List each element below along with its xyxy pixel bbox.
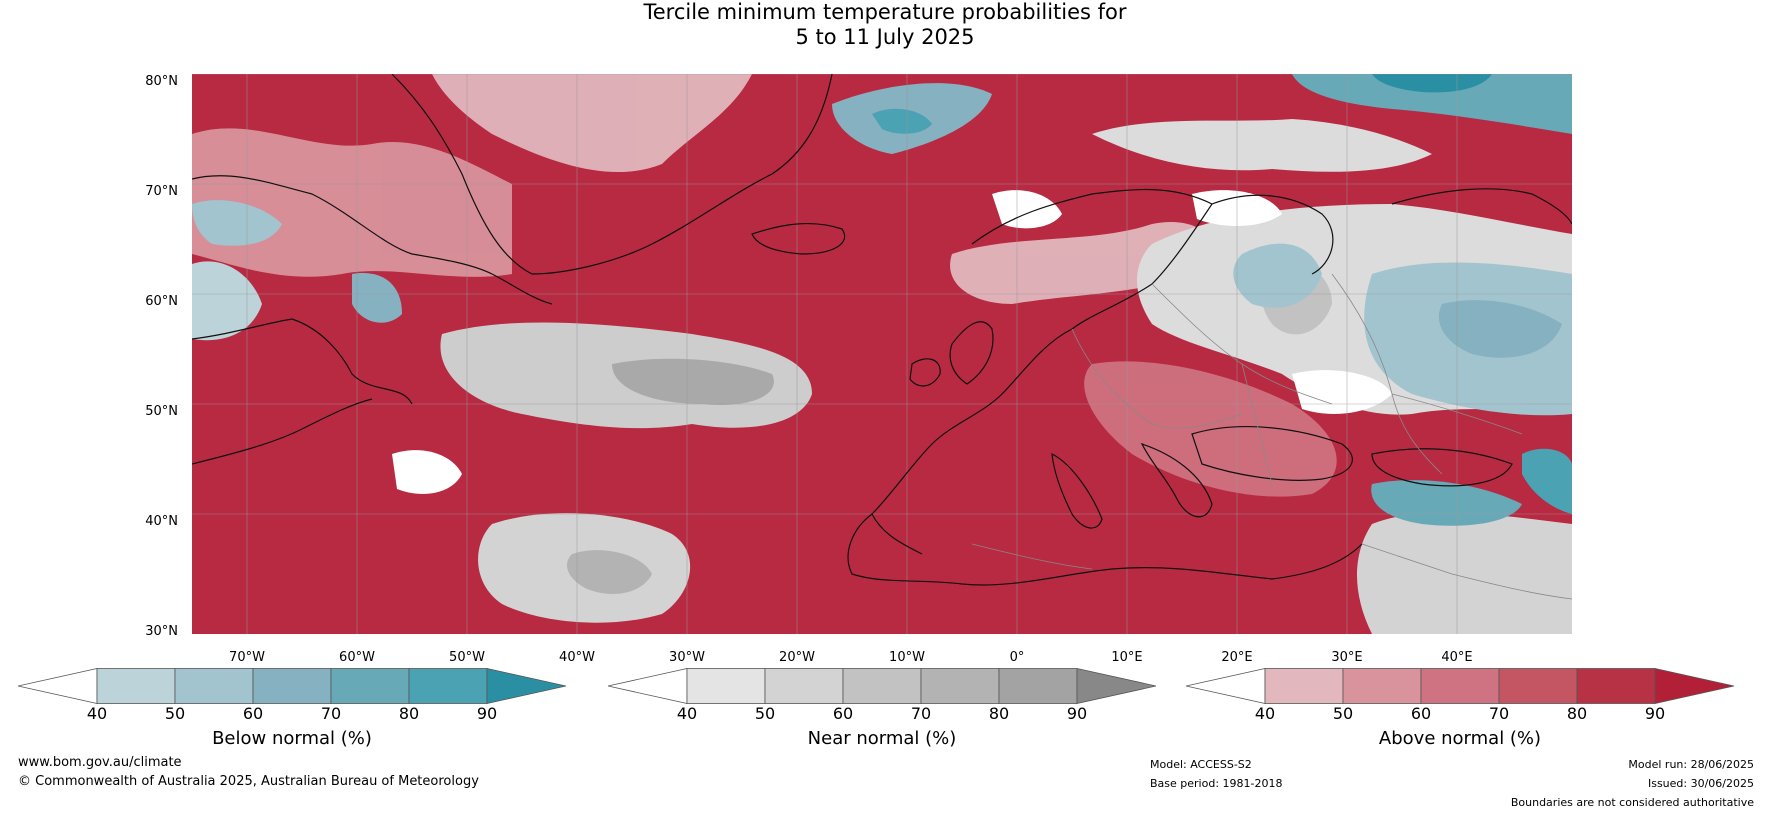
colorbar-segment [330,668,410,704]
below-tick: 90 [476,704,498,723]
lon-label: 20°W [779,650,815,665]
above-normal-colorbar [1186,668,1734,704]
lon-label: 40°W [559,650,595,665]
below-normal-title: Below normal (%) [212,728,372,749]
lon-label: 10°W [889,650,925,665]
probability-map [192,74,1572,634]
above-tick: 60 [1410,704,1432,723]
colorbar-segment [686,668,766,704]
above-light-regions [192,74,1337,497]
colorbar-segment [842,668,922,704]
colorbar-min-extension [608,668,688,704]
colorbar-segment [998,668,1078,704]
colorbar-min-extension [18,668,98,704]
lat-label: 30°N [145,624,178,639]
colorbar-segment [1498,668,1578,704]
lon-label: 30°E [1331,650,1363,665]
colorbar-min-extension [1186,668,1266,704]
graticule [192,74,1572,634]
below-tick: 80 [398,704,420,723]
colorbar-max-extension [1076,668,1156,704]
lon-label: 20°E [1221,650,1253,665]
map-canvas [192,74,1572,634]
above-normal-title: Above normal (%) [1378,728,1542,749]
website-link[interactable]: www.bom.gov.au/climate [18,755,182,770]
model-run-text: Model run: 28/06/2025 [1628,758,1754,771]
lat-label: 50°N [145,404,178,419]
near-tick: 60 [832,704,854,723]
title-line-2: 5 to 11 July 2025 [795,25,975,49]
lat-label: 80°N [145,74,178,89]
lon-label: 40°E [1441,650,1473,665]
colorbar-segment [408,668,488,704]
colorbar-max-extension [486,668,566,704]
colorbar-max-extension [1654,668,1734,704]
model-text: Model: ACCESS-S2 [1150,758,1252,771]
above-tick: 80 [1566,704,1588,723]
lat-label: 60°N [145,294,178,309]
lat-label: 40°N [145,514,178,529]
below-tick: 40 [86,704,108,723]
lon-label: 30°W [669,650,705,665]
below-tick: 60 [242,704,264,723]
lon-label: 50°W [449,650,485,665]
near-tick: 70 [910,704,932,723]
colorbar-segment [1576,668,1656,704]
disclaimer-text: Boundaries are not considered authoritat… [1510,796,1754,809]
near-normal-title: Near normal (%) [807,728,957,749]
near-tick: 80 [988,704,1010,723]
lon-label: 60°W [339,650,375,665]
above-tick: 70 [1488,704,1510,723]
colorbar-segment [920,668,1000,704]
below-normal-colorbar [18,668,566,704]
above-tick: 50 [1332,704,1354,723]
base-period-text: Base period: 1981-2018 [1150,777,1283,790]
near-tick: 50 [754,704,776,723]
coastlines [192,74,1572,586]
lon-label: 10°E [1111,650,1143,665]
lon-label: 70°W [229,650,265,665]
near-normal-colorbar [608,668,1156,704]
below-tick: 50 [164,704,186,723]
colorbar-segment [1420,668,1500,704]
colorbar-segment [1264,668,1344,704]
near-tick: 40 [676,704,698,723]
above-tick: 90 [1644,704,1666,723]
below-tick: 70 [320,704,342,723]
copyright-text: © Commonwealth of Australia 2025, Austra… [18,774,479,789]
country-borders [971,273,1572,600]
colorbar-segment [764,668,844,704]
colorbar-segment [96,668,176,704]
lon-label: 0° [1009,650,1025,665]
colorbar-segment [252,668,332,704]
below-normal-regions [192,74,1572,526]
map-title: Tercile minimum temperature probabilitie… [0,0,1770,50]
colorbar-segment [1342,668,1422,704]
white-patches [392,190,1392,494]
above-tick: 40 [1254,704,1276,723]
colorbar-segment [174,668,254,704]
near-tick: 90 [1066,704,1088,723]
lat-label: 70°N [145,184,178,199]
issued-text: Issued: 30/06/2025 [1647,777,1754,790]
title-line-1: Tercile minimum temperature probabilitie… [643,0,1127,24]
